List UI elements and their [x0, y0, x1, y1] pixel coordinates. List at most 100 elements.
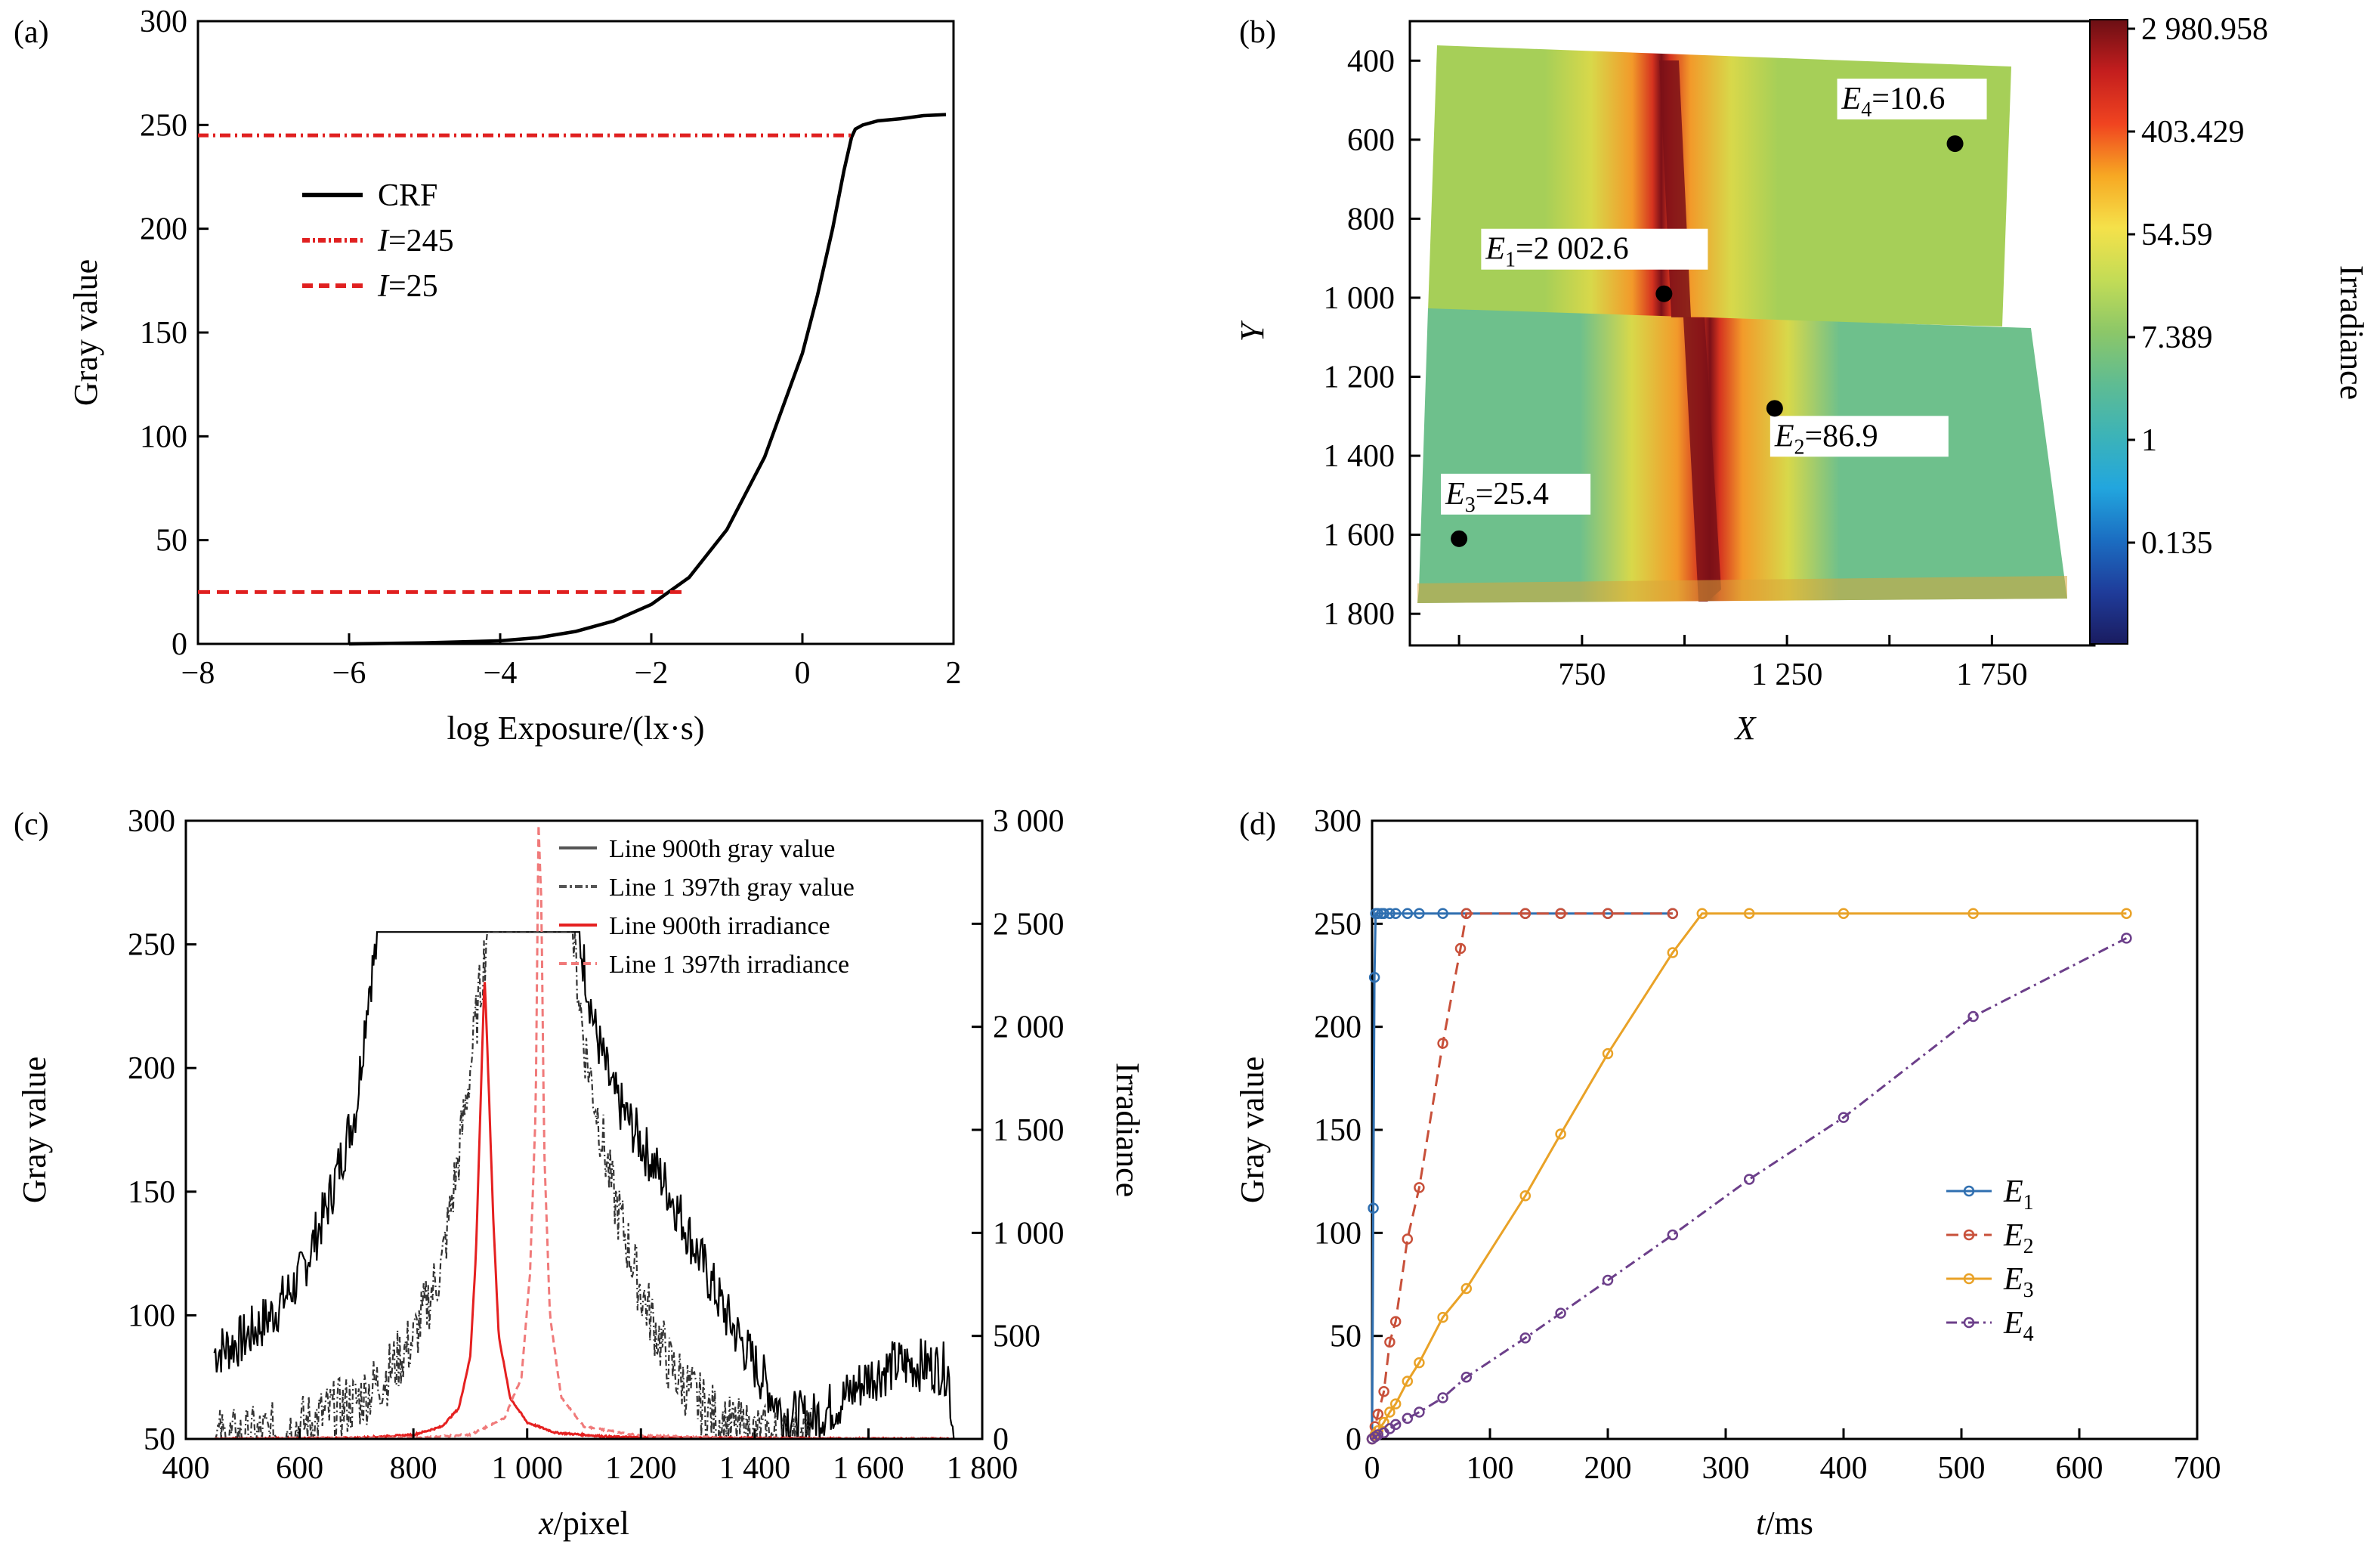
y-tick-label: 100 — [128, 1298, 175, 1333]
right-y-tick-label: 500 — [993, 1320, 1040, 1354]
colorbar — [2089, 19, 2128, 645]
legend-label: Line 900th gray value — [609, 835, 835, 863]
point-marker — [1946, 135, 1964, 153]
legend-label: E1 — [2003, 1174, 2034, 1214]
legend-marker — [1963, 1317, 1975, 1329]
point-marker — [1451, 530, 1468, 547]
y-tick-label: 150 — [128, 1175, 175, 1210]
data-point — [1967, 1010, 1979, 1023]
panel-a-y-ticks: 0 50 100 150 200 250 300 — [140, 5, 209, 662]
series-e3 — [1366, 908, 2132, 1445]
data-point — [1414, 908, 1425, 919]
data-point — [1454, 942, 1467, 955]
right-y-tick-label: 3 000 — [993, 804, 1065, 839]
data-point — [1602, 1047, 1614, 1060]
right-y-tick-label: 1 500 — [993, 1113, 1065, 1148]
panel-b-label: (b) — [1239, 15, 1276, 50]
series-line — [1371, 912, 2127, 1440]
data-point — [1838, 908, 1850, 919]
data-point — [1378, 1416, 1389, 1428]
irradiance-image — [1417, 45, 2067, 603]
y-tick-label: 50 — [144, 1422, 175, 1457]
panel-d-gray-vs-time-chart: (d) 0 100 200 300 400 500 600 700 0 50 100 150 200 2… — [1234, 804, 2221, 1542]
data-point — [1389, 1398, 1402, 1409]
series-line-1 — [214, 931, 813, 1439]
panel-d-x-axis-label: t/ms — [1756, 1505, 1813, 1542]
panel-c-x-axis-label: x/pixel — [538, 1505, 629, 1542]
panel-c-series — [213, 825, 955, 1439]
y-tick-label: 50 — [156, 524, 187, 559]
data-point — [1437, 1392, 1448, 1403]
colorbar-label: Irradiance — [2333, 265, 2370, 400]
series-crf — [348, 113, 947, 646]
data-point — [1743, 1174, 1755, 1185]
colorbar-ticks: 2 980.958 403.429 54.59 7.389 1 0.135 — [2128, 12, 2268, 561]
data-point — [1967, 908, 1979, 919]
data-point — [1372, 908, 1384, 919]
point-label: E1=2 002.6 — [1485, 232, 1628, 272]
data-point — [1437, 1311, 1448, 1323]
data-point — [1743, 908, 1755, 919]
legend-marker — [1963, 1273, 1975, 1285]
y-tick-label: 0 — [1346, 1422, 1362, 1457]
data-point — [1414, 1357, 1425, 1369]
data-point — [2121, 933, 2132, 944]
point-label: E4=10.6 — [1841, 82, 1946, 122]
data-point — [1402, 1375, 1414, 1387]
y-tick-label: 150 — [140, 316, 187, 351]
data-point — [1402, 1233, 1414, 1245]
right-y-tick-label: 2 000 — [993, 1010, 1065, 1045]
legend-crf-label: CRF — [378, 178, 437, 213]
legend-marker — [1963, 1229, 1975, 1241]
y-tick-label: 600 — [1347, 123, 1395, 158]
measure-point-e4: E4=10.6 — [1837, 79, 1987, 153]
panel-c-line-profile-chart: (c) 400 600 800 1 000 1 200 1 400 1 600 1 800 5… — [14, 804, 1146, 1542]
measure-point-e3: E3=25.4 — [1441, 473, 1591, 547]
measure-point-e2: E2=86.9 — [1766, 400, 1949, 459]
panel-b-x-ticks: 750 1 250 1 750 — [1457, 635, 2028, 692]
panel-b-measure-points: E1=2 002.6 E2=86.9 E3=25.4 E4=10.6 — [1441, 79, 1987, 547]
x-tick-label: 100 — [1467, 1451, 1514, 1486]
data-point — [1519, 908, 1532, 919]
legend-i245-label: I=245 — [377, 224, 454, 258]
point-label-box — [1441, 473, 1591, 515]
legend-label: E2 — [2003, 1218, 2034, 1258]
colorbar-tick-label: 1 — [2141, 423, 2157, 458]
point-label: E3=25.4 — [1445, 477, 1549, 517]
panel-c-plot-frame — [184, 819, 984, 1440]
data-point — [1437, 1038, 1448, 1049]
x-tick-label: 800 — [390, 1451, 437, 1486]
panel-a-label: (a) — [14, 15, 49, 50]
y-tick-label: 50 — [1330, 1320, 1362, 1354]
colorbar-tick-label: 2 980.958 — [2141, 12, 2268, 47]
right-y-tick-label: 0 — [993, 1422, 1009, 1457]
right-y-tick-label: 2 500 — [993, 907, 1065, 942]
y-tick-label: 250 — [140, 108, 187, 143]
legend-label: Line 900th irradiance — [609, 912, 830, 940]
data-point — [1460, 1371, 1473, 1383]
legend-label: Line 1 397th irradiance — [609, 951, 849, 979]
panel-a-y-axis-label: Gray value — [67, 259, 104, 406]
x-tick-label: −6 — [332, 656, 366, 691]
y-tick-label: 100 — [1314, 1216, 1362, 1251]
data-point — [1555, 1128, 1566, 1140]
x-tick-label: 600 — [2056, 1451, 2103, 1486]
panel-d-y-ticks: 0 50 100 150 200 250 300 — [1314, 804, 1383, 1457]
data-point — [1838, 1112, 1850, 1123]
data-point — [1437, 908, 1448, 919]
data-point — [1667, 947, 1679, 958]
y-tick-label: 300 — [1314, 804, 1362, 839]
data-point — [1414, 1406, 1425, 1418]
panel-a-plot-frame — [196, 20, 955, 645]
y-tick-label: 1 600 — [1324, 518, 1396, 553]
data-point — [1460, 1283, 1473, 1295]
data-point — [1667, 1229, 1679, 1241]
data-point — [1460, 908, 1473, 919]
data-point — [1368, 1202, 1379, 1214]
panel-c-x-ticks: 400 600 800 1 000 1 200 1 400 1 600 1 800 — [162, 1428, 1018, 1486]
y-tick-label: 200 — [140, 212, 187, 247]
data-point — [1602, 1274, 1614, 1286]
panel-c-y-ticks: 50 100 150 200 250 300 — [128, 804, 196, 1457]
x-tick-label: 1 000 — [491, 1451, 563, 1486]
data-point — [1378, 1386, 1389, 1397]
